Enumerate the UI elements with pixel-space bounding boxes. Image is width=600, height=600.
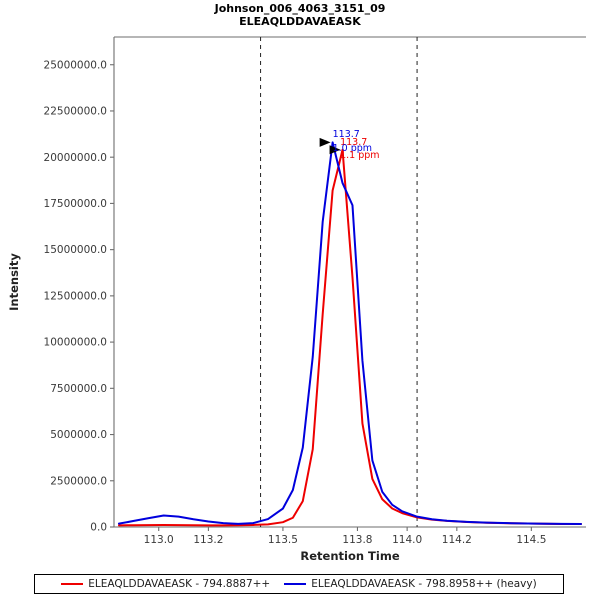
peak-annotation-3: 1.1 ppm <box>340 150 379 161</box>
y-axis-tick-label: 5000000.0 <box>50 429 107 441</box>
series-line-heavy[interactable] <box>117 141 583 526</box>
y-axis-title: Intensity <box>7 253 21 311</box>
x-axis-tick-label: 113.0 <box>144 534 174 546</box>
y-axis-tick-label: 20000000.0 <box>44 152 107 164</box>
x-axis-tick-label: 113.8 <box>342 534 372 546</box>
y-axis-tick-label: 7500000.0 <box>50 383 107 395</box>
chart-title-line-2: ELEAQLDDAVAEASK <box>239 15 361 28</box>
series-line-light[interactable] <box>117 148 583 527</box>
y-axis-tick-label: 12500000.0 <box>44 290 107 302</box>
x-axis-tick-label: 113.5 <box>268 534 298 546</box>
x-axis-title: Retention Time <box>300 549 399 563</box>
y-axis-tick-label: 2500000.0 <box>50 475 107 487</box>
x-axis-tick-label: 114.2 <box>442 534 472 546</box>
peak-annotation-0: 113.7 <box>333 129 360 140</box>
legend-label-light: ELEAQLDDAVAEASK - 794.8887++ <box>88 578 271 590</box>
arrow-icon <box>329 145 341 155</box>
legend-swatch-light <box>61 583 84 585</box>
x-axis-tick-label: 114.0 <box>392 534 422 546</box>
legend-label-heavy: ELEAQLDDAVAEASK - 798.8958++ (heavy) <box>311 578 537 590</box>
legend-swatch-heavy <box>284 583 307 585</box>
peak-apex-marker-heavy[interactable] <box>319 137 331 147</box>
y-axis-tick-label: 22500000.0 <box>44 106 107 118</box>
x-axis-tick-label: 114.5 <box>516 534 546 546</box>
peak-annotation-1: 113.7 <box>340 137 367 148</box>
y-axis-tick-label: 25000000.0 <box>44 59 107 71</box>
chart-legend: ELEAQLDDAVAEASK - 794.8887++ ELEAQLDDAVA… <box>34 574 564 594</box>
legend-entry-heavy[interactable]: ELEAQLDDAVAEASK - 798.8958++ (heavy) <box>284 578 537 590</box>
arrow-icon <box>319 137 331 147</box>
legend-entry-light[interactable]: ELEAQLDDAVAEASK - 794.8887++ <box>61 578 270 590</box>
y-axis-tick-label: 0.0 <box>90 522 107 534</box>
peak-annotation-2: 1.0 ppm <box>333 143 372 154</box>
y-axis-tick-label: 15000000.0 <box>44 244 107 256</box>
x-axis-tick-label: 113.2 <box>193 534 223 546</box>
peak-apex-marker-light[interactable] <box>329 145 341 155</box>
y-axis-tick-label: 10000000.0 <box>44 337 107 349</box>
y-axis-tick-label: 17500000.0 <box>44 198 107 210</box>
chart-title-line-1: Johnson_006_4063_3151_09 <box>214 2 386 15</box>
chart-title: Johnson_006_4063_3151_09 ELEAQLDDAVAEASK <box>0 2 600 28</box>
